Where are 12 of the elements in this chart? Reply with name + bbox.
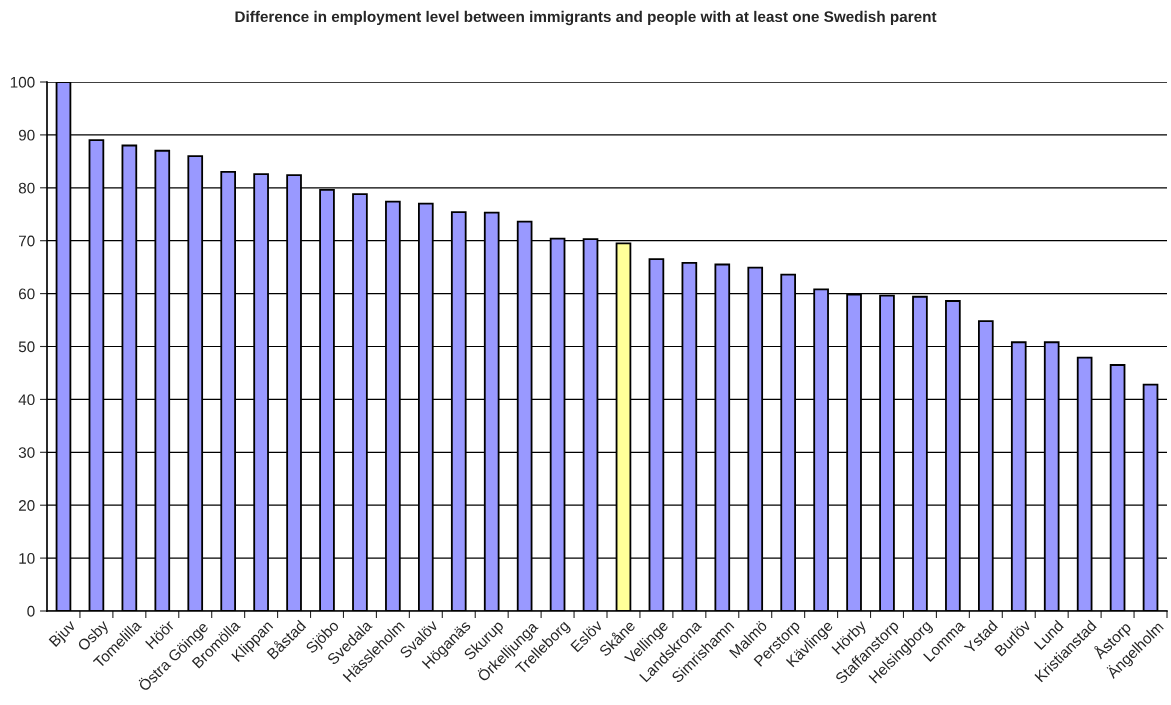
y-tick-label: 40 — [18, 394, 35, 406]
y-tick-label: 60 — [18, 288, 35, 300]
y-tick-label: 10 — [19, 552, 35, 564]
y-tick-label: 80 — [18, 182, 35, 194]
y-tick-label: 90 — [18, 129, 35, 141]
y-tick-label: 30 — [18, 447, 35, 458]
chart-title: Difference in employment level between immigrants and people with at least one Swedish parent — [235, 10, 937, 26]
y-tick-label: 70 — [18, 235, 35, 247]
y-tick-label: 100 — [10, 76, 35, 88]
y-tick-label: 50 — [18, 341, 35, 353]
y-tick-label: 0 — [27, 605, 35, 617]
y-tick-label: 20 — [18, 500, 35, 511]
